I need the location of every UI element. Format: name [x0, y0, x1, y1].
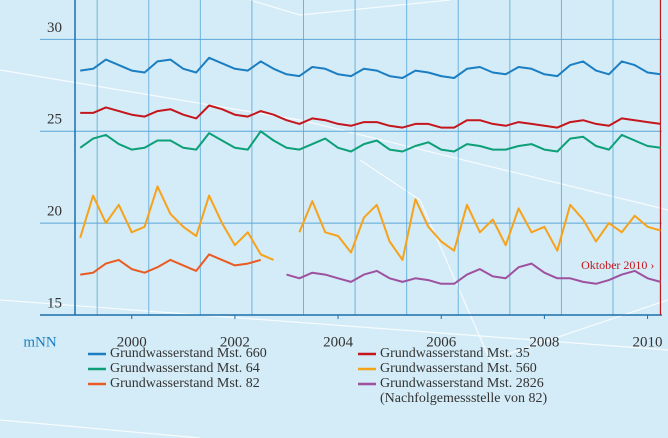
- x-tick-label: 2000: [117, 334, 147, 350]
- series-line: [79, 130, 661, 153]
- y-tick-label: 30: [47, 20, 62, 36]
- y-tick-label: 25: [47, 112, 62, 128]
- decoration: [249, 0, 451, 16]
- series-line: [80, 104, 661, 129]
- series-line: [79, 185, 661, 261]
- decoration: [0, 69, 668, 211]
- decoration: [0, 299, 668, 351]
- marker-label: Oktober 2010 ›: [581, 258, 654, 272]
- series-line: [286, 262, 661, 285]
- x-tick-label: 2002: [220, 334, 250, 350]
- legend-label: Grundwasserstand Mst. 35: [380, 346, 530, 361]
- series-line: [80, 56, 661, 79]
- legend-label: Grundwasserstand Mst. 560: [380, 361, 537, 376]
- y-tick-label: 15: [47, 295, 62, 311]
- y-tick-label: 20: [47, 204, 62, 220]
- y-unit: mNN: [23, 334, 57, 350]
- legend-label: Grundwasserstand Mst. 82: [110, 376, 260, 391]
- legend-label: Grundwasserstand Mst. 2826: [380, 376, 544, 391]
- x-tick-label: 2008: [529, 334, 559, 350]
- legend-label: Grundwasserstand Mst. 64: [110, 361, 260, 376]
- x-tick-label: 2004: [323, 334, 354, 350]
- legend-note: (Nachfolgemessstelle von 82): [380, 391, 548, 406]
- decoration: [0, 419, 201, 438]
- series-line: [80, 253, 261, 276]
- x-tick-label: 2006: [426, 334, 457, 350]
- legend-label: Grundwasserstand Mst. 660: [110, 346, 267, 361]
- x-tick-label: 2010: [633, 334, 663, 350]
- decoration: [359, 159, 668, 361]
